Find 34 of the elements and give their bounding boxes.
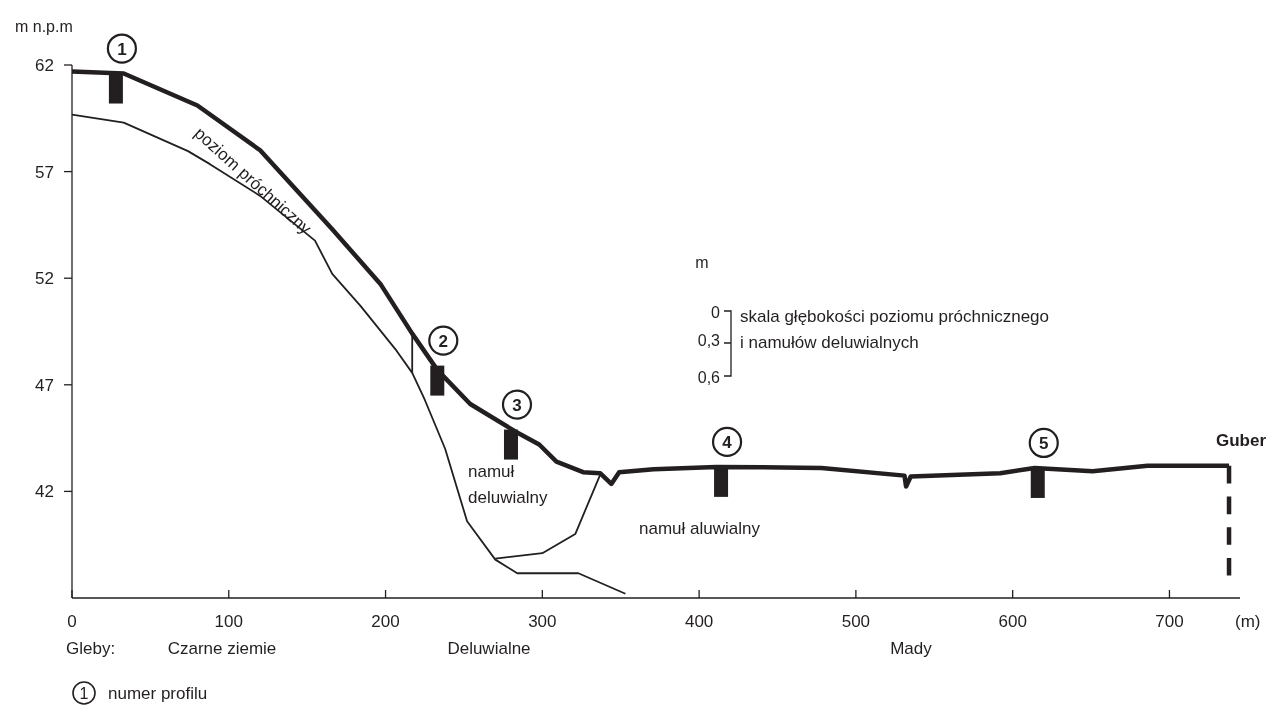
y-tick-label: 62: [35, 56, 54, 75]
annotation: namuł aluwialny: [639, 519, 761, 538]
annotation: 3: [512, 395, 522, 415]
text: 1: [79, 685, 89, 702]
y-axis-title: m n.p.m: [15, 18, 73, 35]
x-tick-label: 200: [371, 612, 400, 631]
x-tick-label: 600: [998, 612, 1027, 631]
x-tick-label: 100: [214, 612, 243, 631]
annotation: m: [695, 254, 709, 271]
annotation: 0,3: [697, 332, 721, 349]
x-tick-label: 0: [67, 612, 77, 631]
annotation: 4: [722, 432, 733, 452]
x-tick-label: 700: [1155, 612, 1184, 631]
y-tick-label: 52: [35, 269, 54, 289]
y-tick-label: 57: [35, 162, 54, 182]
annotation: 0: [711, 304, 721, 321]
x-axis-title: (m): [1235, 612, 1261, 631]
text: Czarne ziemie: [167, 639, 277, 658]
annotation: 0,6: [697, 369, 721, 386]
annotation: 2: [438, 331, 449, 351]
annotation: 1: [117, 39, 127, 59]
y-tick-label: 47: [35, 375, 54, 395]
annotation: 5: [1039, 433, 1049, 453]
x-tick-label: 300: [528, 612, 557, 631]
text: Mady: [890, 639, 933, 658]
x-tick-label: 500: [841, 612, 871, 631]
annotation: namuł deluwialny: [468, 462, 548, 508]
y-tick-label: 42: [35, 482, 54, 502]
x-tick-label: 400: [684, 612, 714, 631]
text: Gleby:: [66, 639, 116, 658]
annotation: Guber: [1215, 431, 1267, 450]
annotation: skala głębokości poziomu próchnicznego i namułów deluwialnych: [740, 307, 1050, 353]
text: numer profilu: [108, 684, 208, 703]
text: Deluwialne: [447, 639, 531, 658]
